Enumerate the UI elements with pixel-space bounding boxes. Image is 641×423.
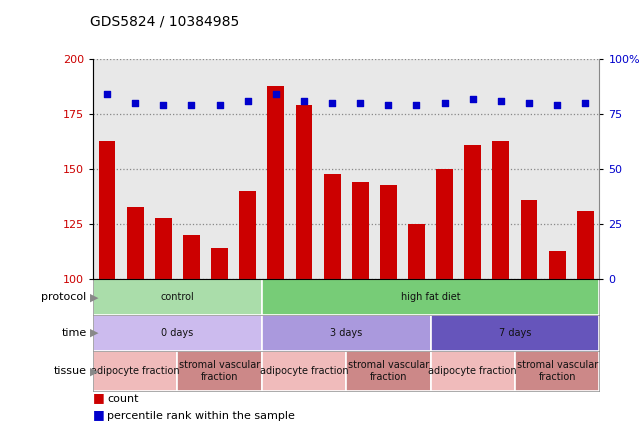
Text: 0 days: 0 days	[162, 328, 194, 338]
Text: control: control	[160, 292, 194, 302]
Text: high fat diet: high fat diet	[401, 292, 460, 302]
Point	[327, 100, 337, 107]
Bar	[464, 145, 481, 279]
Bar	[183, 235, 200, 279]
Point	[158, 102, 169, 109]
Bar	[380, 184, 397, 279]
Text: ■: ■	[93, 391, 104, 404]
Text: 7 days: 7 days	[499, 328, 531, 338]
Point	[383, 102, 394, 109]
Bar	[436, 169, 453, 279]
Text: stromal vascular
fraction: stromal vascular fraction	[347, 360, 429, 382]
Bar	[99, 140, 115, 279]
Text: ▶: ▶	[90, 366, 98, 376]
Bar	[577, 211, 594, 279]
Bar	[431, 351, 515, 391]
Bar	[155, 217, 172, 279]
Text: count: count	[107, 394, 138, 404]
Text: time: time	[62, 328, 87, 338]
Bar	[93, 315, 262, 351]
Bar	[178, 351, 262, 391]
Point	[412, 102, 422, 109]
Point	[495, 98, 506, 104]
Text: ■: ■	[93, 408, 104, 421]
Text: adipocyte fraction: adipocyte fraction	[91, 366, 179, 376]
Bar	[520, 200, 537, 279]
Text: adipocyte fraction: adipocyte fraction	[260, 366, 348, 376]
Bar	[127, 206, 144, 279]
Point	[355, 100, 365, 107]
Text: protocol: protocol	[41, 292, 87, 302]
Bar	[267, 85, 284, 279]
Bar	[262, 351, 346, 391]
Point	[580, 100, 590, 107]
Text: ▶: ▶	[90, 292, 98, 302]
Point	[242, 98, 253, 104]
Bar	[239, 191, 256, 279]
Point	[130, 100, 140, 107]
Point	[299, 98, 309, 104]
Text: stromal vascular
fraction: stromal vascular fraction	[179, 360, 260, 382]
Bar	[211, 248, 228, 279]
Point	[468, 96, 478, 102]
Point	[524, 100, 534, 107]
Bar	[93, 351, 178, 391]
Point	[271, 91, 281, 98]
Point	[187, 102, 197, 109]
Bar	[296, 105, 312, 279]
Text: 3 days: 3 days	[330, 328, 362, 338]
Bar	[492, 140, 510, 279]
Bar	[352, 182, 369, 279]
Bar	[515, 351, 599, 391]
Point	[552, 102, 562, 109]
Bar	[549, 250, 565, 279]
Text: percentile rank within the sample: percentile rank within the sample	[107, 411, 295, 421]
Bar	[93, 279, 262, 315]
Text: ▶: ▶	[90, 328, 98, 338]
Text: GDS5824 / 10384985: GDS5824 / 10384985	[90, 15, 239, 29]
Bar	[346, 351, 431, 391]
Bar	[408, 224, 425, 279]
Bar	[262, 315, 431, 351]
Bar	[262, 279, 599, 315]
Bar	[324, 173, 340, 279]
Text: stromal vascular
fraction: stromal vascular fraction	[517, 360, 598, 382]
Point	[214, 102, 225, 109]
Point	[102, 91, 112, 98]
Text: adipocyte fraction: adipocyte fraction	[428, 366, 517, 376]
Text: tissue: tissue	[54, 366, 87, 376]
Bar	[431, 315, 599, 351]
Point	[440, 100, 450, 107]
